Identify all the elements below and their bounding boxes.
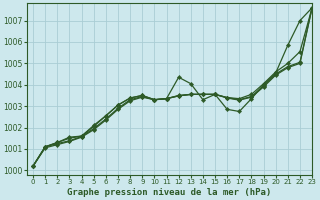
X-axis label: Graphe pression niveau de la mer (hPa): Graphe pression niveau de la mer (hPa) — [68, 188, 272, 197]
